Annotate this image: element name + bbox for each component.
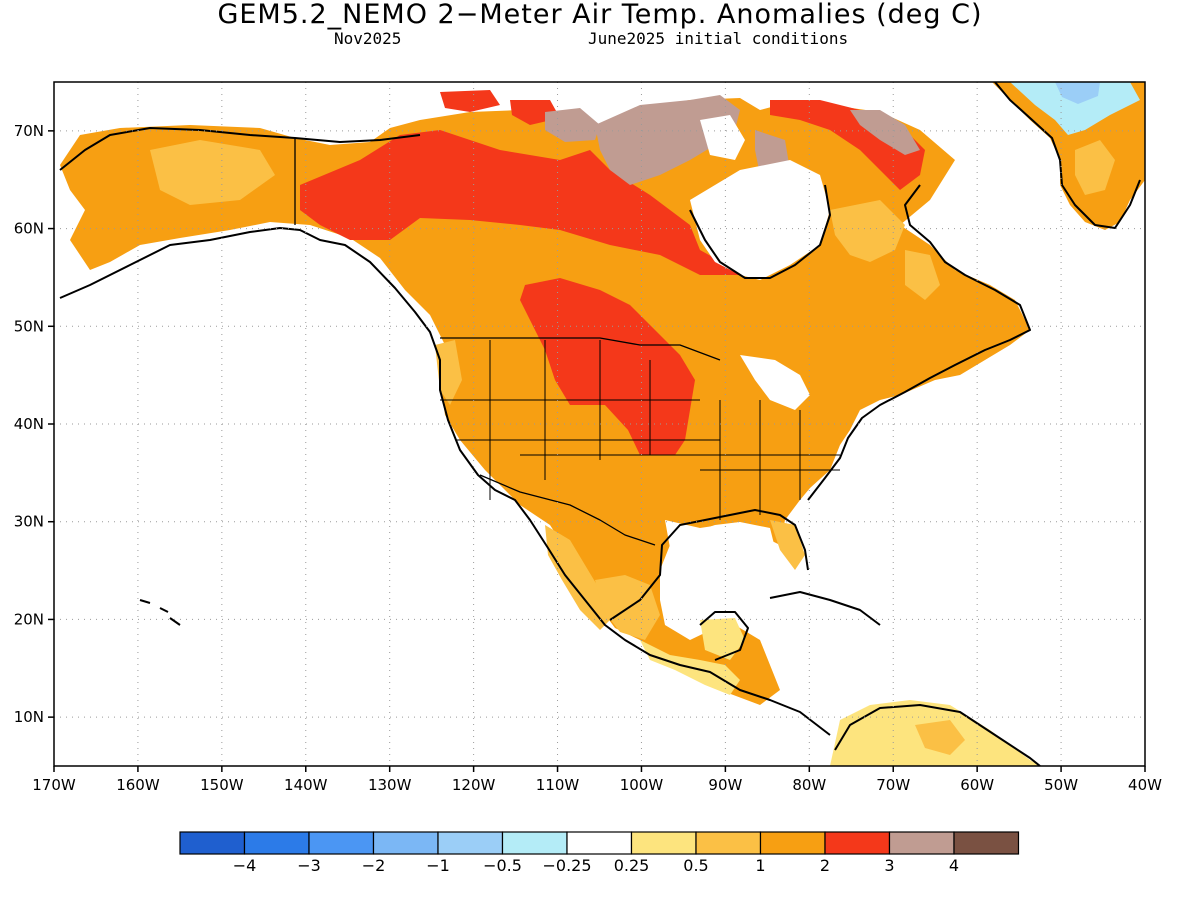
legend-swatch: [695, 831, 762, 855]
prairies-hot-core: [520, 278, 695, 455]
lon-label: 130W: [368, 776, 412, 794]
hawaii-islands: [139, 599, 181, 626]
lon-label: 80W: [792, 776, 826, 794]
legend-swatch: [630, 831, 697, 855]
alaska-north-coast: [59, 127, 421, 171]
map-title: GEM5.2_NEMO 2−Meter Air Temp. Anomalies …: [217, 0, 983, 30]
east-coast-line: [807, 184, 1031, 501]
coastlines: [59, 82, 1141, 766]
longitude-labels: 170W 160W 150W 140W 130W 120W 110W 100W 90W 80W 70…: [32, 776, 1162, 794]
legend-swatch: [501, 831, 568, 855]
lon-label: 50W: [1044, 776, 1078, 794]
legend-swatch: [953, 831, 1020, 855]
northern-canada-hot-band: [300, 130, 745, 275]
legend-swatch: [243, 831, 310, 855]
legend-swatch: [824, 831, 891, 855]
pacific-nw-mild: [435, 340, 462, 405]
legend-label: −2: [362, 856, 386, 875]
initial-conditions: June2025 initial conditions: [588, 29, 849, 48]
lon-label: 70W: [876, 776, 910, 794]
legend-swatch: [566, 831, 633, 855]
legend-swatch: [308, 831, 375, 855]
lat-label: 60N: [14, 220, 44, 238]
lon-label: 40W: [1128, 776, 1162, 794]
legend-label: 4: [949, 856, 959, 875]
foxe-basin-blank: [700, 115, 745, 160]
gulf-mexico-coast: [609, 509, 809, 621]
legend-label: −0.5: [483, 856, 522, 875]
legend-swatch: [179, 831, 246, 855]
lon-label: 160W: [116, 776, 160, 794]
lon-label: 150W: [200, 776, 244, 794]
alaska-mild-patch: [150, 140, 275, 205]
forecast-month: Nov2025: [334, 29, 402, 48]
us-canada-border: [294, 138, 721, 361]
arctic-brown-north: [850, 110, 920, 155]
lon-label: 100W: [620, 776, 664, 794]
legend-label: −1: [426, 856, 450, 875]
south-america-coast: [834, 704, 1041, 766]
labrador-mild: [905, 250, 940, 300]
legend-label: 3: [884, 856, 894, 875]
us-mexico-border: [479, 474, 656, 546]
graticule: [54, 82, 1145, 766]
greenland-cool-anomaly: [1010, 82, 1140, 135]
legend-label: −0.25: [542, 856, 591, 875]
cuba-coast: [769, 591, 881, 626]
legend-label: 1: [755, 856, 765, 875]
legend-swatch: [372, 831, 439, 855]
lat-label: 20N: [14, 610, 44, 628]
legend-label: 2: [820, 856, 830, 875]
legend-label: 0.25: [614, 856, 650, 875]
legend-swatch: [437, 831, 504, 855]
state-lines: [440, 340, 840, 520]
legend-swatch: [888, 831, 955, 855]
arctic-west-hot: [440, 90, 500, 112]
venezuela-mild: [915, 720, 965, 755]
gulf-coast-blank: [665, 520, 775, 560]
latitude-labels: 10N 20N 30N 40N 50N 60N 70N: [14, 122, 44, 726]
lon-label: 110W: [536, 776, 580, 794]
legend-label: −3: [297, 856, 321, 875]
hudson-quebec-mild: [830, 200, 905, 262]
legend-label: −4: [233, 856, 257, 875]
arctic-brown-west: [545, 108, 600, 142]
yucatan-pale: [700, 618, 745, 660]
lon-label: 60W: [960, 776, 994, 794]
lon-label: 90W: [708, 776, 742, 794]
lat-label: 40N: [14, 415, 44, 433]
florida-mild: [770, 520, 805, 570]
lon-label: 140W: [284, 776, 328, 794]
lon-label: 170W: [32, 776, 76, 794]
west-coast-line: [59, 227, 831, 736]
greenland-mild-patch: [1075, 140, 1115, 195]
lat-label: 70N: [14, 122, 44, 140]
mexico-west-mild: [545, 525, 615, 630]
lat-label: 50N: [14, 317, 44, 335]
lat-label: 30N: [14, 513, 44, 531]
hudson-bay-coast: [689, 184, 831, 279]
lon-label: 120W: [452, 776, 496, 794]
yucatan-coast: [699, 611, 749, 661]
axis-ticks: [48, 130, 1146, 772]
greenland-coast: [994, 82, 1141, 229]
great-lakes-blank: [740, 355, 810, 410]
legend-label: 0.5: [683, 856, 708, 875]
legend-swatch: [759, 831, 826, 855]
greenland-cool-core: [1055, 82, 1100, 104]
color-legend: −4 −3 −2 −1 −0.5 −0.25 0.25 0.5 1 2 3 4: [179, 831, 1020, 875]
arctic-brown-central: [595, 95, 740, 185]
lat-label: 10N: [14, 708, 44, 726]
